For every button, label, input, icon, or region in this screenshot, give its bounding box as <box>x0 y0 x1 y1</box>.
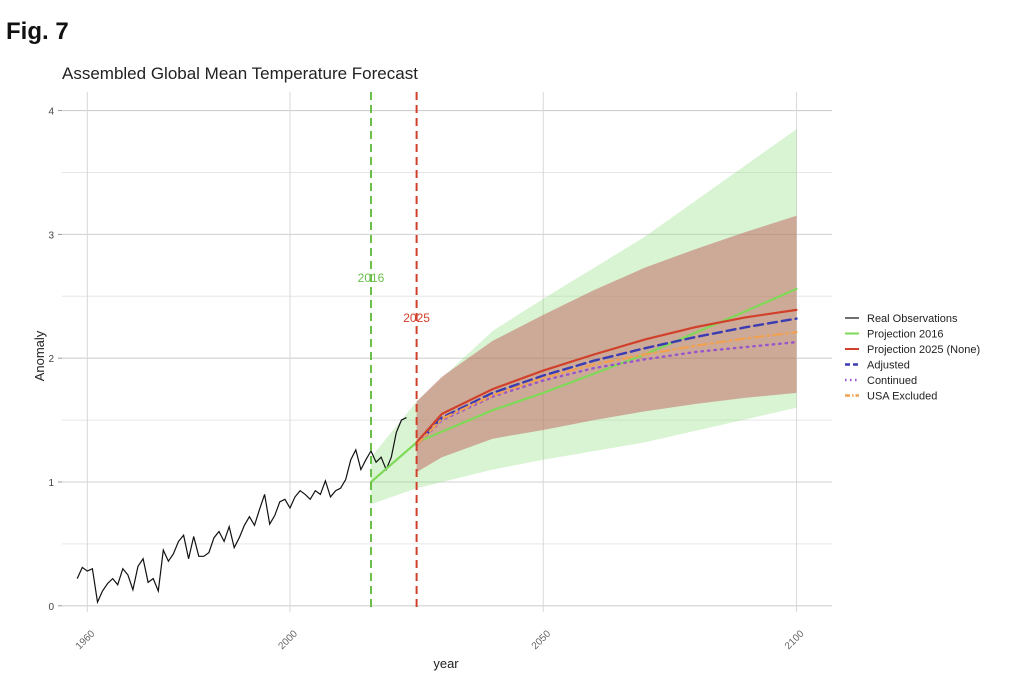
x-axis-title: year <box>433 656 459 671</box>
marker-layer: 2016 2025 <box>358 92 430 612</box>
x-tick-label: 2000 <box>276 628 300 652</box>
line-layer <box>76 287 798 605</box>
legend-label: Projection 2025 (None) <box>867 344 980 356</box>
observations-line <box>76 417 407 605</box>
y-tick-label: 1 <box>48 478 54 489</box>
legend-label: Adjusted <box>867 360 910 372</box>
chart-title: Assembled Global Mean Temperature Foreca… <box>62 64 418 83</box>
y-tick-label: 4 <box>48 107 54 118</box>
figure-label: Fig. 7 <box>6 18 69 45</box>
y-tick-label: 2 <box>48 354 54 365</box>
legend-label: Projection 2016 <box>867 329 943 341</box>
grid-layer <box>62 92 832 612</box>
legend-label: Real Observations <box>867 313 958 325</box>
legend-label: USA Excluded <box>867 391 937 403</box>
y-axis-title: Anomaly <box>32 330 47 381</box>
vertical-marker-label: 2025 <box>403 311 430 325</box>
y-tick-label: 0 <box>48 602 54 613</box>
confidence-band <box>371 129 797 505</box>
legend: Real Observations Projection 2016 Projecti… <box>845 313 980 403</box>
x-tick-label: 2100 <box>783 628 807 652</box>
series-line <box>415 317 798 447</box>
vertical-marker-label: 2016 <box>358 271 385 285</box>
x-tick-label: 1960 <box>74 628 98 652</box>
confidence-band <box>416 215 797 473</box>
legend-label: Continued <box>867 375 917 387</box>
series-line <box>415 308 798 444</box>
y-tick-label: 3 <box>48 230 54 241</box>
series-line <box>415 340 798 447</box>
series-line <box>415 331 798 446</box>
x-tick-label: 2050 <box>530 628 554 652</box>
band-layer <box>371 129 797 505</box>
